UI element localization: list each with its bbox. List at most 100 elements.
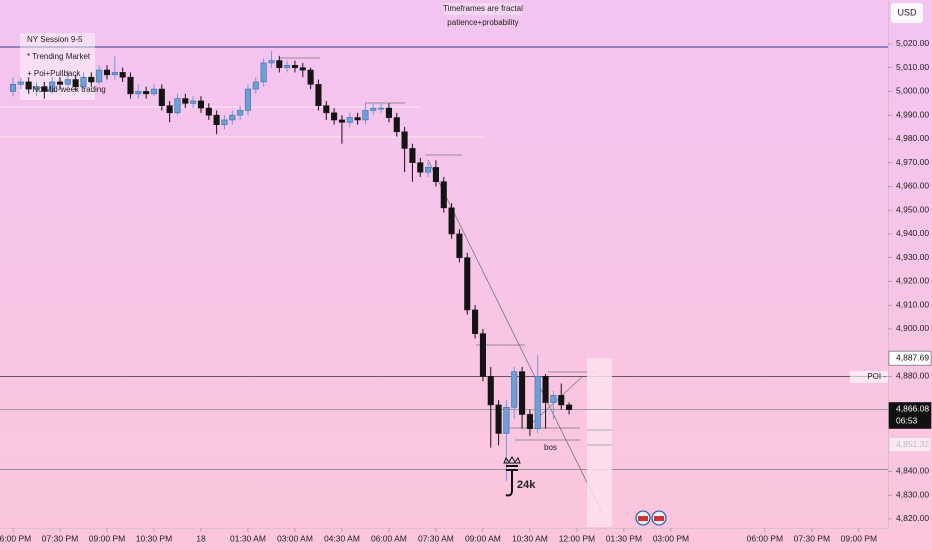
candle-body: [323, 105, 330, 114]
candle-body: [64, 79, 71, 85]
candle-body: [432, 167, 439, 182]
projection-zone: [587, 358, 612, 527]
y-tick-label: 4,930.00: [896, 252, 929, 262]
candle-body: [472, 309, 479, 334]
plot-layer: [0, 46, 888, 527]
x-tick-label: 06:00 AM: [371, 533, 407, 543]
candle-body: [378, 107, 385, 110]
x-axis: 06:00 PM 07:30 PM 09:00 PM 10:30 PM 18 01:30 …: [0, 528, 924, 543]
y-tick-label: 4,840.00: [896, 466, 929, 476]
header-text: patience+probability: [447, 18, 518, 27]
x-tick-label: 01:30 PM: [606, 533, 642, 543]
candle-body: [33, 86, 40, 90]
x-tick-label: 06:00 PM: [747, 533, 783, 543]
y-tick-label: 4,970.00: [896, 157, 929, 167]
y-tick-label: 4,820.00: [896, 513, 929, 523]
price-label: 4,851.32: [896, 439, 929, 449]
y-tick-label: 5,020.00: [896, 38, 929, 48]
x-tick-label: 12:00 PM: [559, 533, 595, 543]
candles: [9, 51, 573, 481]
candle-body: [96, 69, 103, 83]
candle-body: [158, 88, 165, 106]
price-label-box: [888, 350, 932, 366]
countdown-label: 06:53: [896, 416, 918, 426]
price-label-box: [888, 437, 932, 452]
candle-body: [456, 233, 463, 258]
candle-body: [393, 117, 400, 133]
candle-body: [495, 404, 502, 434]
x-tick-label: 06:00 PM: [0, 533, 31, 543]
header-box: [444, 3, 522, 15]
badge-label: 24k: [517, 479, 536, 491]
x-tick-label: 09:00 PM: [89, 533, 125, 543]
y-tick-label: 5,010.00: [896, 62, 929, 72]
y-tick-label: 4,990.00: [896, 109, 929, 119]
candle-body: [143, 91, 150, 95]
candle-body: [80, 76, 87, 87]
candle-body: [17, 81, 24, 85]
candle-body: [370, 107, 377, 111]
candle-body: [307, 69, 314, 85]
price-label: 4,887.69: [896, 352, 929, 362]
y-tick-label: 4,980.00: [896, 133, 929, 143]
candle-body: [550, 395, 557, 403]
x-tick-label: 04:30 AM: [324, 533, 360, 543]
candle-body: [268, 60, 275, 64]
candle-body: [174, 98, 181, 114]
candle-body: [284, 65, 291, 68]
candle-body: [519, 371, 526, 415]
x-tick-label: 07:30 PM: [794, 533, 830, 543]
candle-body: [182, 98, 189, 104]
candle-body: [197, 100, 205, 109]
event-icons: [635, 510, 667, 526]
candle-body: [315, 84, 322, 106]
price-label: 4,866.08: [896, 404, 929, 414]
y-tick-label: 4,830.00: [896, 489, 929, 499]
candle-body: [542, 376, 549, 403]
candle-body: [135, 91, 142, 95]
candle-body: [362, 110, 369, 121]
x-tick-label: 09:00 PM: [841, 533, 877, 543]
x-tick-label: 18: [196, 533, 206, 543]
currency-box: [891, 3, 923, 23]
candle-body: [291, 65, 298, 68]
candle-body: [103, 69, 111, 76]
candle-body: [425, 167, 432, 173]
candle-body: [558, 395, 565, 406]
candle-body: [299, 67, 306, 71]
candle-body: [440, 181, 447, 209]
note: NY Session 9-5: [27, 35, 83, 44]
y-tick-label: 4,940.00: [896, 228, 929, 238]
x-tick-label: 09:00 AM: [465, 533, 501, 543]
candle-body: [244, 88, 252, 111]
candle-body: [205, 107, 212, 116]
candle-body: [119, 72, 126, 78]
candle-body: [503, 407, 510, 434]
candle-body: [150, 88, 158, 95]
candle-body: [252, 81, 259, 90]
candle-body: [213, 114, 220, 125]
candle-body: [237, 110, 244, 116]
candle-body: [479, 333, 486, 377]
currency: USD: [897, 7, 917, 17]
candle-body: [166, 105, 173, 114]
trend-line: [427, 159, 604, 516]
candle-body: [354, 117, 361, 121]
candle-body: [190, 100, 197, 104]
candle-body: [417, 162, 424, 173]
poi-label: POI -: [867, 372, 886, 381]
candle-body: [41, 86, 48, 92]
price-axis: [888, 0, 932, 550]
note: * No Mid-week trading: [27, 85, 106, 94]
x-tick-label: 07:30 PM: [42, 533, 78, 543]
x-tick-label: 10:30 PM: [888, 533, 924, 543]
candle-body: [111, 72, 118, 76]
candle-body: [511, 371, 518, 408]
y-tick-label: 4,920.00: [896, 276, 929, 286]
candle-body: [534, 376, 541, 429]
header-text: Timeframes are fractal: [443, 4, 523, 13]
candle-body: [526, 414, 533, 429]
candle-body: [221, 119, 228, 125]
y-tick-label: 5,000.00: [896, 86, 929, 96]
